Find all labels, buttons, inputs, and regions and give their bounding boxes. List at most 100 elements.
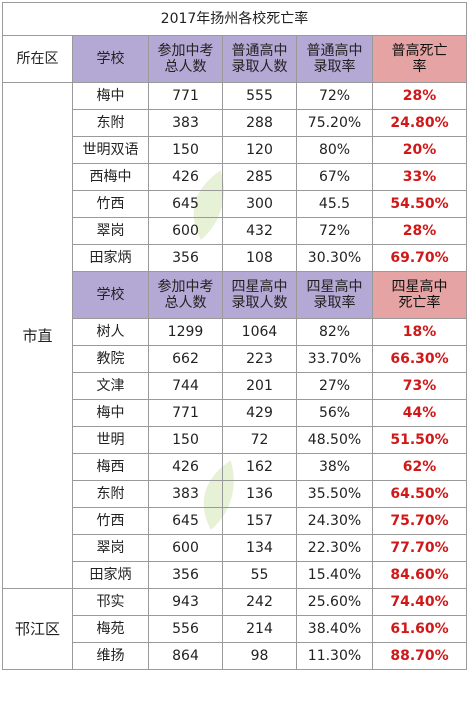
fail-rate-cell: 44% [372,399,467,427]
table-row: 教院 662 223 33.70% 66.30% [3,345,467,373]
table-row: 竹西 645 300 45.5 54.50% [3,190,467,218]
school-cell: 竹西 [72,190,149,218]
total-cell: 383 [148,480,223,508]
fail-rate-cell: 28% [372,82,467,110]
admit-rate-cell: 27% [296,372,373,400]
total-cell: 356 [148,244,223,272]
admitted-cell: 55 [222,561,297,589]
admitted-cell: 288 [222,109,297,137]
admit-rate-cell: 56% [296,399,373,427]
table-row: 田家炳 356 108 30.30% 69.70% [3,244,467,272]
admit-rate-cell: 33.70% [296,345,373,373]
table-row: 西梅中 426 285 67% 33% [3,163,467,191]
column-header: 普通高中 录取率 [296,35,373,83]
admitted-cell: 72 [222,426,297,454]
admit-rate-cell: 80% [296,136,373,164]
school-cell: 教院 [72,345,149,373]
admit-rate-cell: 35.50% [296,480,373,508]
admitted-cell: 242 [222,588,297,616]
table-row: 梅中 771 429 56% 44% [3,399,467,427]
header-line: 死亡率 [398,295,441,311]
admitted-cell: 162 [222,453,297,481]
school-cell: 梅苑 [72,615,149,643]
school-cell: 东附 [72,480,149,508]
header-line: 率 [412,59,427,75]
fail-rate-cell: 20% [372,136,467,164]
admitted-cell: 201 [222,372,297,400]
admitted-cell: 1064 [222,318,297,346]
region-cell-hanjiang: 邗江区 [2,588,73,670]
total-cell: 771 [148,399,223,427]
region-column-header: 所在区 [2,35,73,83]
school-cell: 树人 [72,318,149,346]
region-cell-city: 市直 [2,82,73,589]
admit-rate-cell: 38.40% [296,615,373,643]
table-row: 东附 383 136 35.50% 64.50% [3,480,467,508]
header-line: 录取人数 [231,59,288,75]
admit-rate-cell: 30.30% [296,244,373,272]
table-row: 东附 383 288 75.20% 24.80% [3,109,467,137]
total-cell: 864 [148,642,223,670]
admitted-cell: 432 [222,217,297,245]
admit-rate-cell: 38% [296,453,373,481]
table-row: 田家炳 356 55 15.40% 84.60% [3,561,467,589]
header-line: 录取人数 [231,295,288,311]
fail-rate-cell: 66.30% [372,345,467,373]
table-row: 世明双语 150 120 80% 20% [3,136,467,164]
fail-rate-cell: 69.70% [372,244,467,272]
admitted-cell: 214 [222,615,297,643]
admitted-cell: 108 [222,244,297,272]
admit-rate-cell: 11.30% [296,642,373,670]
total-cell: 645 [148,190,223,218]
total-cell: 556 [148,615,223,643]
school-cell: 邗实 [72,588,149,616]
fail-rate-cell: 64.50% [372,480,467,508]
admit-rate-cell: 24.30% [296,507,373,535]
table-row: 维扬 864 98 11.30% 88.70% [3,642,467,670]
column-header: 学校 [72,271,149,319]
header-line: 参加中考 [157,279,214,295]
header-row: 学校 参加中考 总人数 四星高中 录取人数 四星高中 录取率 四星高中 死亡率 [3,271,467,319]
table-row: 翠岗 600 134 22.30% 77.70% [3,534,467,562]
header-line: 录取率 [313,295,356,311]
school-cell: 东附 [72,109,149,137]
total-cell: 150 [148,136,223,164]
admit-rate-cell: 67% [296,163,373,191]
fail-rate-cell: 62% [372,453,467,481]
header-line: 四星高中 [306,279,363,295]
column-header: 普通高中 录取人数 [222,35,297,83]
header-line: 四星高中 [231,279,288,295]
admitted-cell: 429 [222,399,297,427]
admit-rate-cell: 72% [296,82,373,110]
table-row: 翠岗 600 432 72% 28% [3,217,467,245]
school-cell: 翠岗 [72,217,149,245]
header-line: 普高死亡 [391,43,448,59]
fail-rate-cell: 84.60% [372,561,467,589]
total-cell: 662 [148,345,223,373]
fail-rate-cell: 75.70% [372,507,467,535]
school-cell: 西梅中 [72,163,149,191]
table-row: 邗江区 邗实 943 242 25.60% 74.40% [2,588,467,670]
admit-rate-cell: 72% [296,217,373,245]
header-line: 四星高中 [391,279,448,295]
fail-rate-cell: 73% [372,372,467,400]
school-rate-table: 2017年扬州各校死亡率 所在区 学校 参加中考 总人数 普通高中 录取人数 普通高中 录取率… [2,2,467,670]
fail-rate-cell: 77.70% [372,534,467,562]
fail-rate-cell: 74.40% [372,588,467,616]
total-cell: 600 [148,534,223,562]
column-header: 四星高中 死亡率 [372,271,467,319]
fail-rate-cell: 61.60% [372,615,467,643]
admitted-cell: 300 [222,190,297,218]
fail-rate-cell: 33% [372,163,467,191]
total-cell: 943 [148,588,223,616]
admit-rate-cell: 22.30% [296,534,373,562]
school-cell: 维扬 [72,642,149,670]
fail-rate-cell: 24.80% [372,109,467,137]
admitted-cell: 98 [222,642,297,670]
total-cell: 645 [148,507,223,535]
fail-rate-cell: 88.70% [372,642,467,670]
fail-rate-cell: 51.50% [372,426,467,454]
total-cell: 426 [148,163,223,191]
school-cell: 田家炳 [72,244,149,272]
column-header: 参加中考 总人数 [148,271,223,319]
